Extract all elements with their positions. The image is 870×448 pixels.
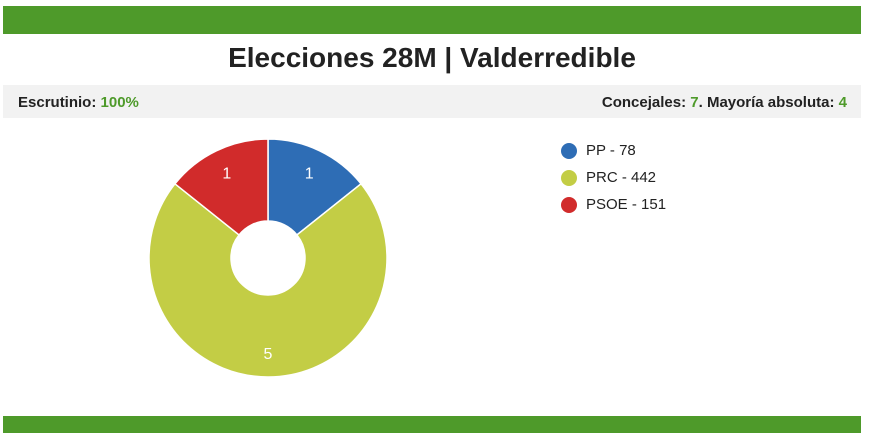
info-bar: Escrutinio: 100% Concejales: 7. Mayoría …	[3, 85, 861, 118]
slice-psoe	[173, 138, 269, 236]
page-title: Elecciones 28M | Valderredible	[228, 42, 636, 73]
slice-label-prc: 5	[264, 346, 273, 363]
legend-item-pp: PP - 78	[561, 137, 666, 164]
legend-label: PRC - 442	[586, 169, 657, 186]
legend-swatch	[561, 169, 577, 186]
legend-item-prc: PRC - 442	[561, 164, 666, 191]
slice-label-pp: 1	[305, 165, 314, 182]
legend-label: PP - 78	[586, 142, 636, 159]
councillors-value: 7	[690, 94, 699, 111]
legend-item-psoe: PSOE - 151	[561, 191, 666, 218]
majority-label: . Mayoría absoluta:	[698, 94, 835, 111]
legend-swatch	[561, 142, 577, 159]
slice-pp	[267, 138, 363, 236]
scrutiny-label: Escrutinio:	[18, 94, 97, 111]
legend-swatch	[561, 196, 577, 213]
slice-label-psoe: 1	[222, 165, 231, 182]
scrutiny-value: 100%	[100, 94, 139, 111]
legend-label: PSOE - 151	[586, 196, 667, 213]
donut-chart: 1 5 1	[148, 138, 388, 378]
scrutiny-info: Escrutinio: 100%	[18, 94, 139, 111]
chart-legend: PP - 78 PRC - 442 PSOE - 151	[561, 137, 666, 218]
slice-prc	[148, 182, 388, 378]
councillors-info: Concejales: 7. Mayoría absoluta: 4	[602, 94, 847, 111]
majority-value: 4	[838, 94, 847, 111]
councillors-label: Concejales:	[601, 94, 687, 111]
bottom-bar	[3, 416, 861, 433]
top-bar	[3, 6, 861, 34]
